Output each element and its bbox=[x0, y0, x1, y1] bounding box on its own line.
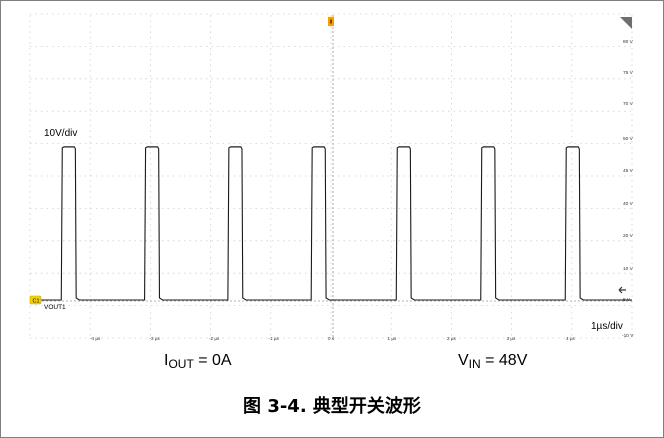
x-tick-label: 3 µs bbox=[507, 336, 516, 341]
x-tick-label: 0 s bbox=[328, 336, 335, 341]
y-tick-label: 70 V bbox=[623, 101, 634, 107]
channel-label: VOUT1 bbox=[44, 304, 66, 311]
figure-title: 图 3-4. 典型开关波形 bbox=[243, 396, 421, 417]
y-tick-label: 75 V bbox=[623, 70, 634, 76]
iout-condition: IOUT = 0A bbox=[164, 352, 232, 371]
x-tick-label: 2 µs bbox=[447, 336, 456, 341]
y-tick-label: 80 V bbox=[623, 39, 634, 45]
vin-condition: VIN = 48V bbox=[458, 352, 528, 371]
y-tick-label: 50 V bbox=[623, 136, 634, 142]
y-tick-label: 45 V bbox=[623, 168, 634, 174]
x-tick-label: -4 µs bbox=[90, 336, 101, 341]
x-tick-label: 1 µs bbox=[388, 336, 397, 341]
x-tick-label: -3 µs bbox=[150, 336, 161, 341]
trigger-marker bbox=[328, 17, 334, 26]
y-tick-label: 20 V bbox=[623, 233, 634, 239]
channel-marker: C1 bbox=[29, 295, 42, 305]
channel-marker-badge bbox=[29, 295, 42, 305]
x-tick-labels: -4 µs -3 µs -2 µs -1 µs 0 s 1 µs 2 µs 3 µs 4 µs bbox=[90, 336, 575, 341]
grid bbox=[29, 13, 633, 339]
horizontal-scale-label: 1µs/div bbox=[591, 321, 623, 332]
vertical-scale-label: 10V/div bbox=[44, 128, 77, 139]
corner-tab-icon bbox=[620, 17, 632, 29]
x-tick-label: -1 µs bbox=[269, 336, 280, 341]
trigger-level-arrow-icon bbox=[618, 286, 626, 294]
x-tick-label: -2 µs bbox=[209, 336, 220, 341]
trace-layer bbox=[30, 146, 632, 301]
oscilloscope-plot: 80 V75 V70 V50 V45 V40 V20 V10 V5 V-10 V… bbox=[29, 13, 634, 341]
y-tick-label: 10 V bbox=[623, 266, 634, 272]
y-tick-label: -10 V bbox=[622, 333, 634, 339]
y-tick-labels: 80 V75 V70 V50 V45 V40 V20 V10 V5 V-10 V bbox=[622, 39, 634, 339]
y-tick-label: 40 V bbox=[623, 201, 634, 207]
x-tick-label: 4 µs bbox=[566, 336, 575, 341]
channel-marker-text: C1 bbox=[33, 299, 40, 305]
